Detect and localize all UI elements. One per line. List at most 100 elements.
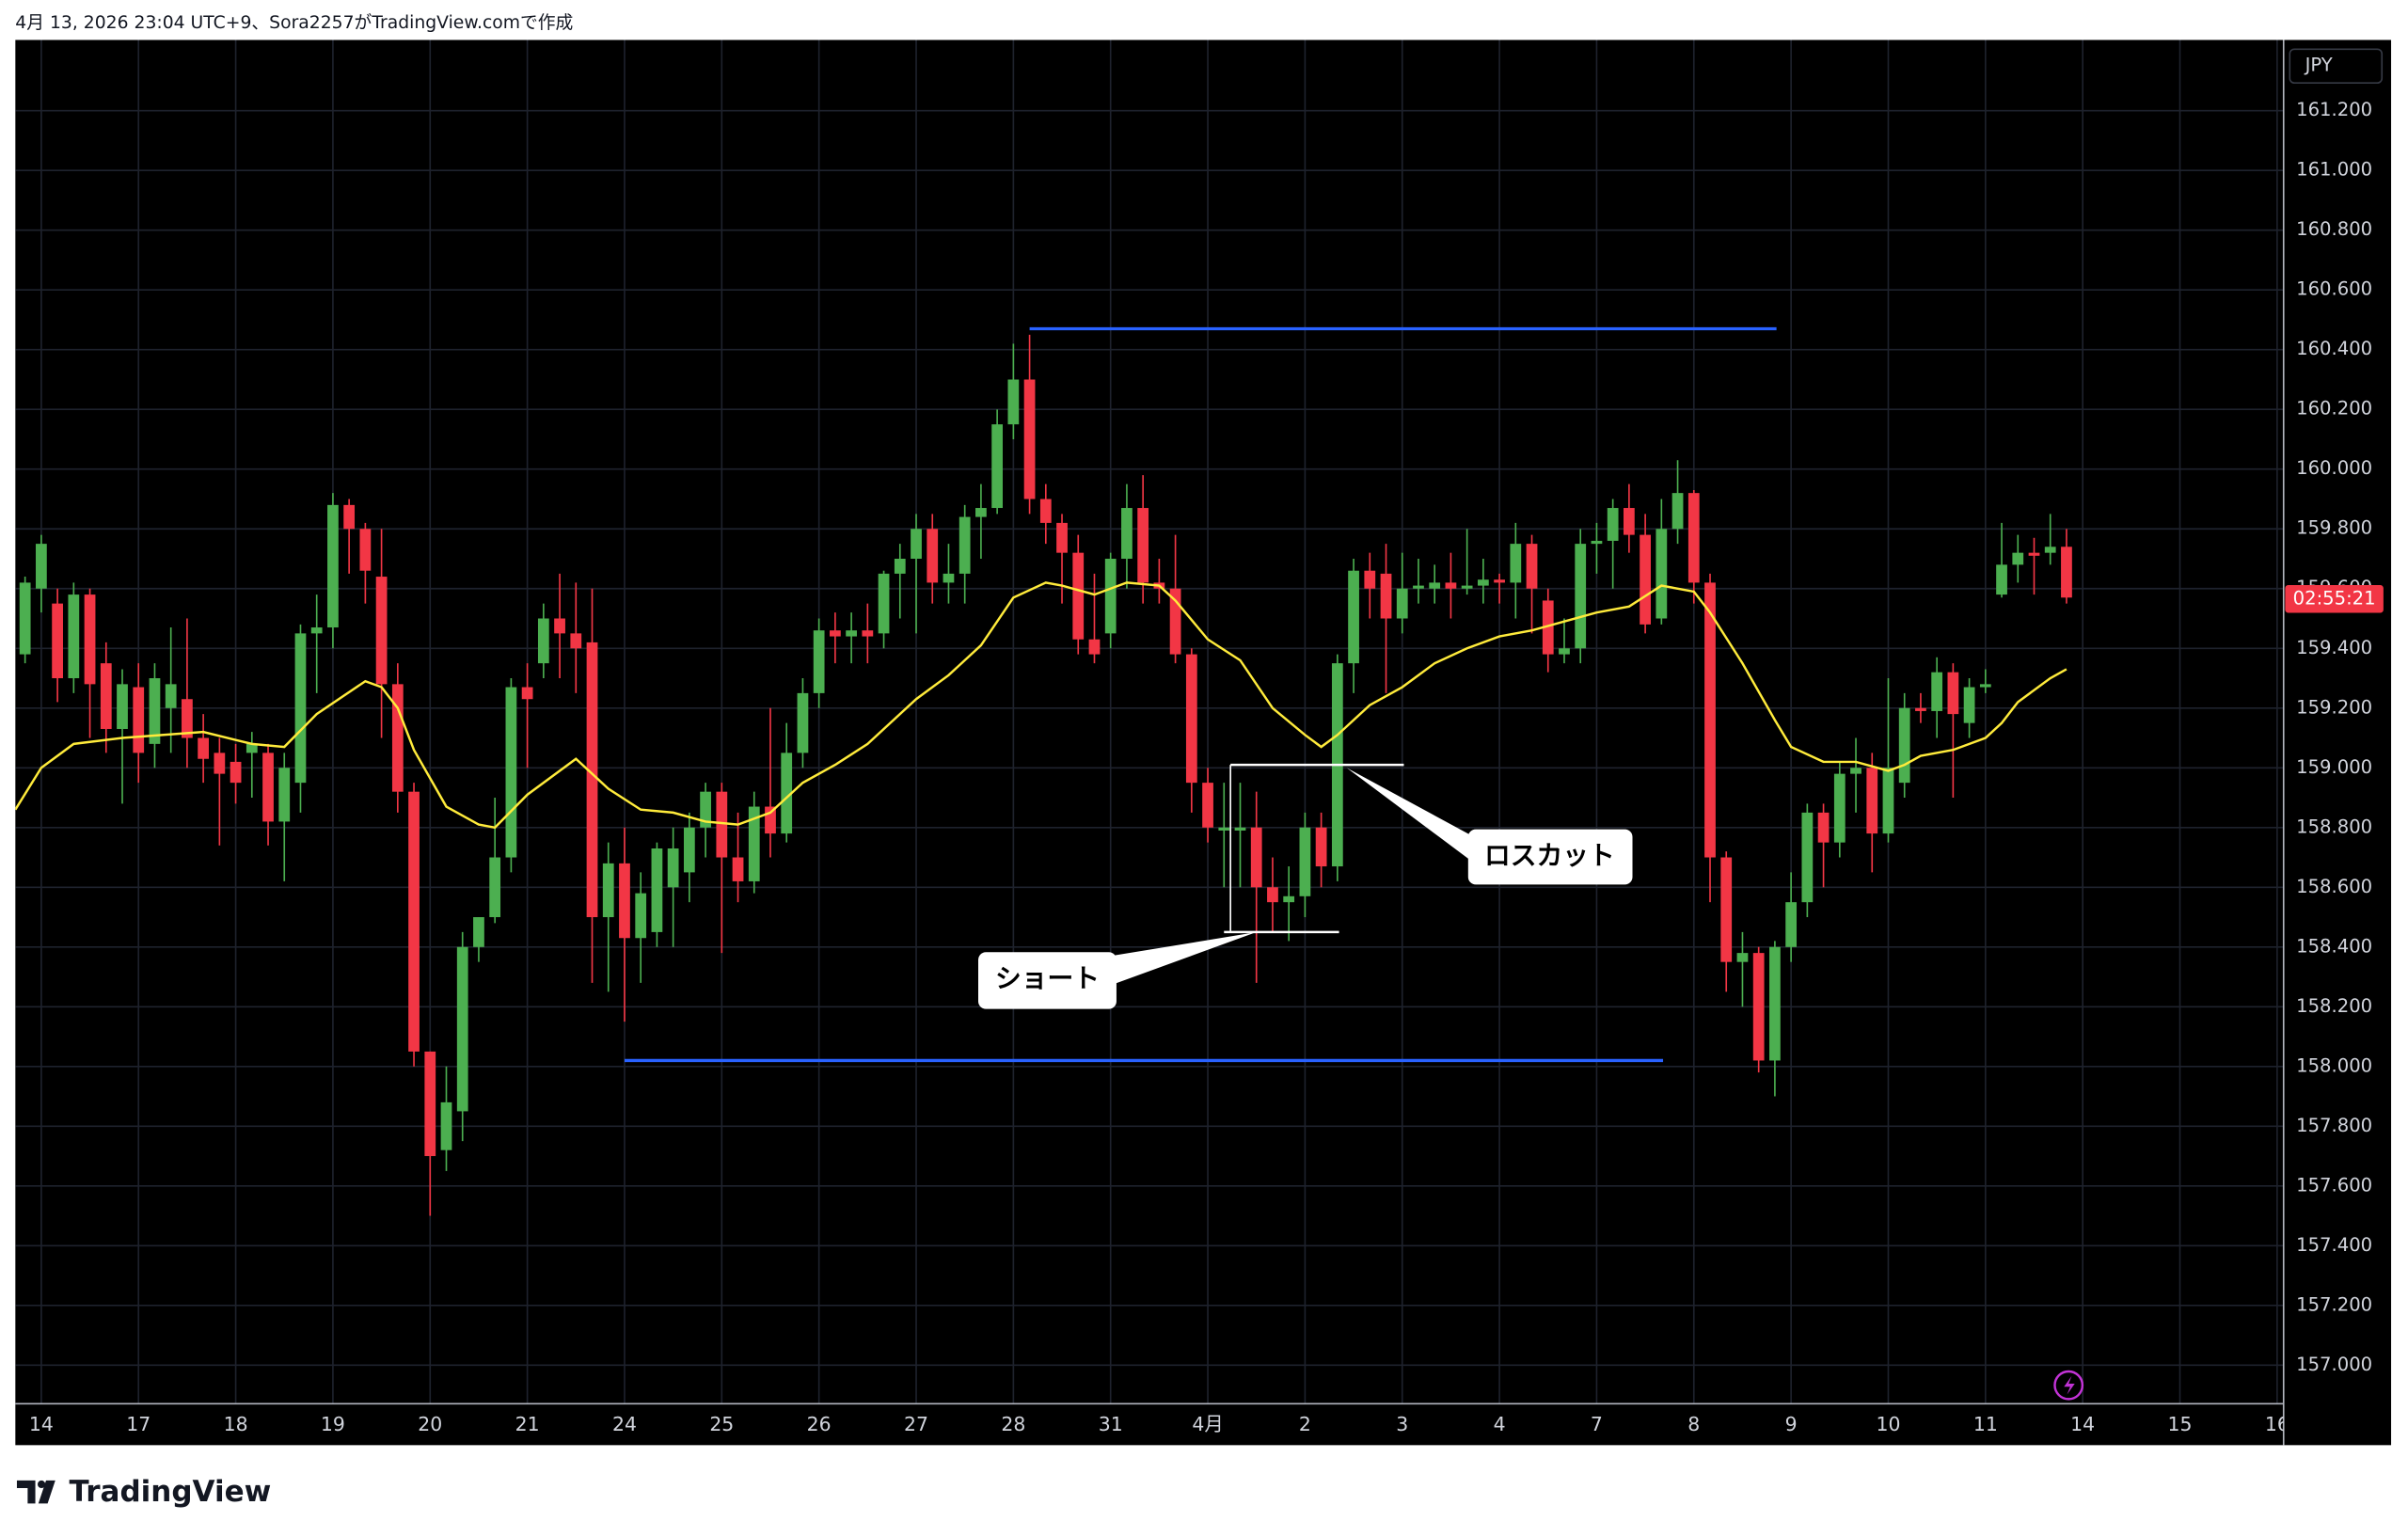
candle-body <box>2044 547 2056 553</box>
candle-body <box>182 699 193 738</box>
candle-body <box>943 573 955 583</box>
header: 4月 13, 2026 23:04 UTC+9、Sora2257がTrading… <box>15 12 573 33</box>
candle-body <box>440 1101 452 1150</box>
candle-body <box>1640 534 1651 625</box>
candle-body <box>230 761 242 784</box>
candle-body <box>391 684 404 792</box>
candle-body <box>1494 579 1505 583</box>
candle-body <box>1591 540 1603 545</box>
candle-body <box>294 633 307 784</box>
x-tick-label: 17 <box>126 1413 150 1435</box>
candle-body <box>716 791 728 858</box>
candle-body <box>1056 522 1068 553</box>
candle-body <box>2028 552 2040 556</box>
candle-body <box>1315 827 1327 867</box>
candle-body <box>1039 499 1052 523</box>
candle-body <box>1477 579 1489 586</box>
candle-body <box>424 1051 436 1157</box>
candle-body <box>2012 552 2024 565</box>
candle-body <box>1915 707 1926 711</box>
price-tag <box>2285 585 2384 613</box>
candle-body <box>537 618 549 664</box>
candle-body <box>1267 887 1278 903</box>
candle-body <box>894 559 906 574</box>
candle-body <box>1575 544 1587 649</box>
candle-body <box>133 687 145 753</box>
candle-body <box>2061 547 2072 598</box>
y-tick-label: 159.400 <box>2296 637 2372 658</box>
candle-body <box>1704 582 1716 858</box>
candle-body <box>278 768 291 822</box>
candle-body <box>1429 582 1441 589</box>
y-tick-label: 158.400 <box>2296 935 2372 957</box>
candle-body <box>1882 768 1894 834</box>
y-tick-label: 160.800 <box>2296 218 2372 240</box>
alert-icon[interactable] <box>2053 1370 2084 1401</box>
candle-body <box>1720 857 1733 962</box>
candle-body <box>927 529 939 583</box>
candle-body <box>651 848 663 932</box>
candle-body <box>1121 508 1133 560</box>
x-tick-label: 3 <box>1396 1413 1408 1435</box>
moving-average <box>15 581 2067 830</box>
y-tick-label: 161.000 <box>2296 159 2372 181</box>
candle-body <box>1250 827 1262 888</box>
alert-icon-bolt <box>2064 1375 2075 1395</box>
candle-body <box>781 753 793 834</box>
x-tick-label: 8 <box>1687 1413 1700 1435</box>
x-tick-label: 15 <box>2168 1413 2193 1435</box>
candle-body <box>1559 648 1570 655</box>
candle-body <box>36 544 47 589</box>
candle-body <box>765 806 776 834</box>
candle-body <box>1833 773 1846 843</box>
candle-body <box>732 857 744 881</box>
candle-body <box>262 753 274 822</box>
y-tick-label: 158.600 <box>2296 876 2372 897</box>
candle-body <box>198 737 210 759</box>
candle-body <box>683 827 695 873</box>
candle-body <box>1996 564 2007 595</box>
y-tick-label: 158.800 <box>2296 816 2372 837</box>
candle-body <box>1023 379 1036 499</box>
candle-body <box>1817 812 1830 843</box>
candle-body <box>68 594 80 679</box>
candle-body <box>830 630 841 637</box>
candle-body <box>473 917 484 947</box>
candle-body <box>1979 684 1991 688</box>
x-tick-label: 21 <box>515 1413 540 1435</box>
candle-body <box>1348 570 1359 664</box>
x-tick-label: 16 <box>2265 1413 2289 1435</box>
callout-pointer <box>1105 932 1257 987</box>
candle-body <box>1185 654 1197 784</box>
currency: JPY <box>2304 55 2333 76</box>
candle-body <box>1413 585 1424 589</box>
candle-body <box>1687 493 1700 583</box>
candle-body <box>52 603 63 679</box>
y-tick-label: 157.600 <box>2296 1174 2372 1196</box>
y-tick-label: 158.000 <box>2296 1054 2372 1076</box>
logo-dot <box>38 1480 46 1489</box>
x-tick-label: 4 <box>1494 1413 1506 1435</box>
x-tick-label: 2 <box>1299 1413 1311 1435</box>
callout-pointer <box>1346 768 1475 864</box>
candle-body <box>991 424 1004 509</box>
candle-body <box>1461 585 1473 589</box>
candle-body <box>1898 707 1910 784</box>
candle-body <box>570 633 582 649</box>
candle-body <box>327 504 339 628</box>
countdown: 02:55:21 <box>2293 587 2376 609</box>
x-tick-label: 7 <box>1591 1413 1603 1435</box>
currency-box[interactable] <box>2289 48 2384 85</box>
y-tick-label: 159.200 <box>2296 696 2372 718</box>
candle-body <box>1963 687 1975 723</box>
candle-body <box>1169 588 1181 655</box>
x-tick-label: 9 <box>1785 1413 1798 1435</box>
candle-body <box>635 893 647 939</box>
callout-box <box>978 952 1117 1009</box>
candle-body <box>149 678 161 744</box>
candle-body <box>586 642 598 918</box>
y-tick-label: 157.000 <box>2296 1354 2372 1375</box>
candle-body <box>165 684 177 708</box>
candle-body <box>878 573 890 634</box>
candle-body <box>1736 953 1749 962</box>
